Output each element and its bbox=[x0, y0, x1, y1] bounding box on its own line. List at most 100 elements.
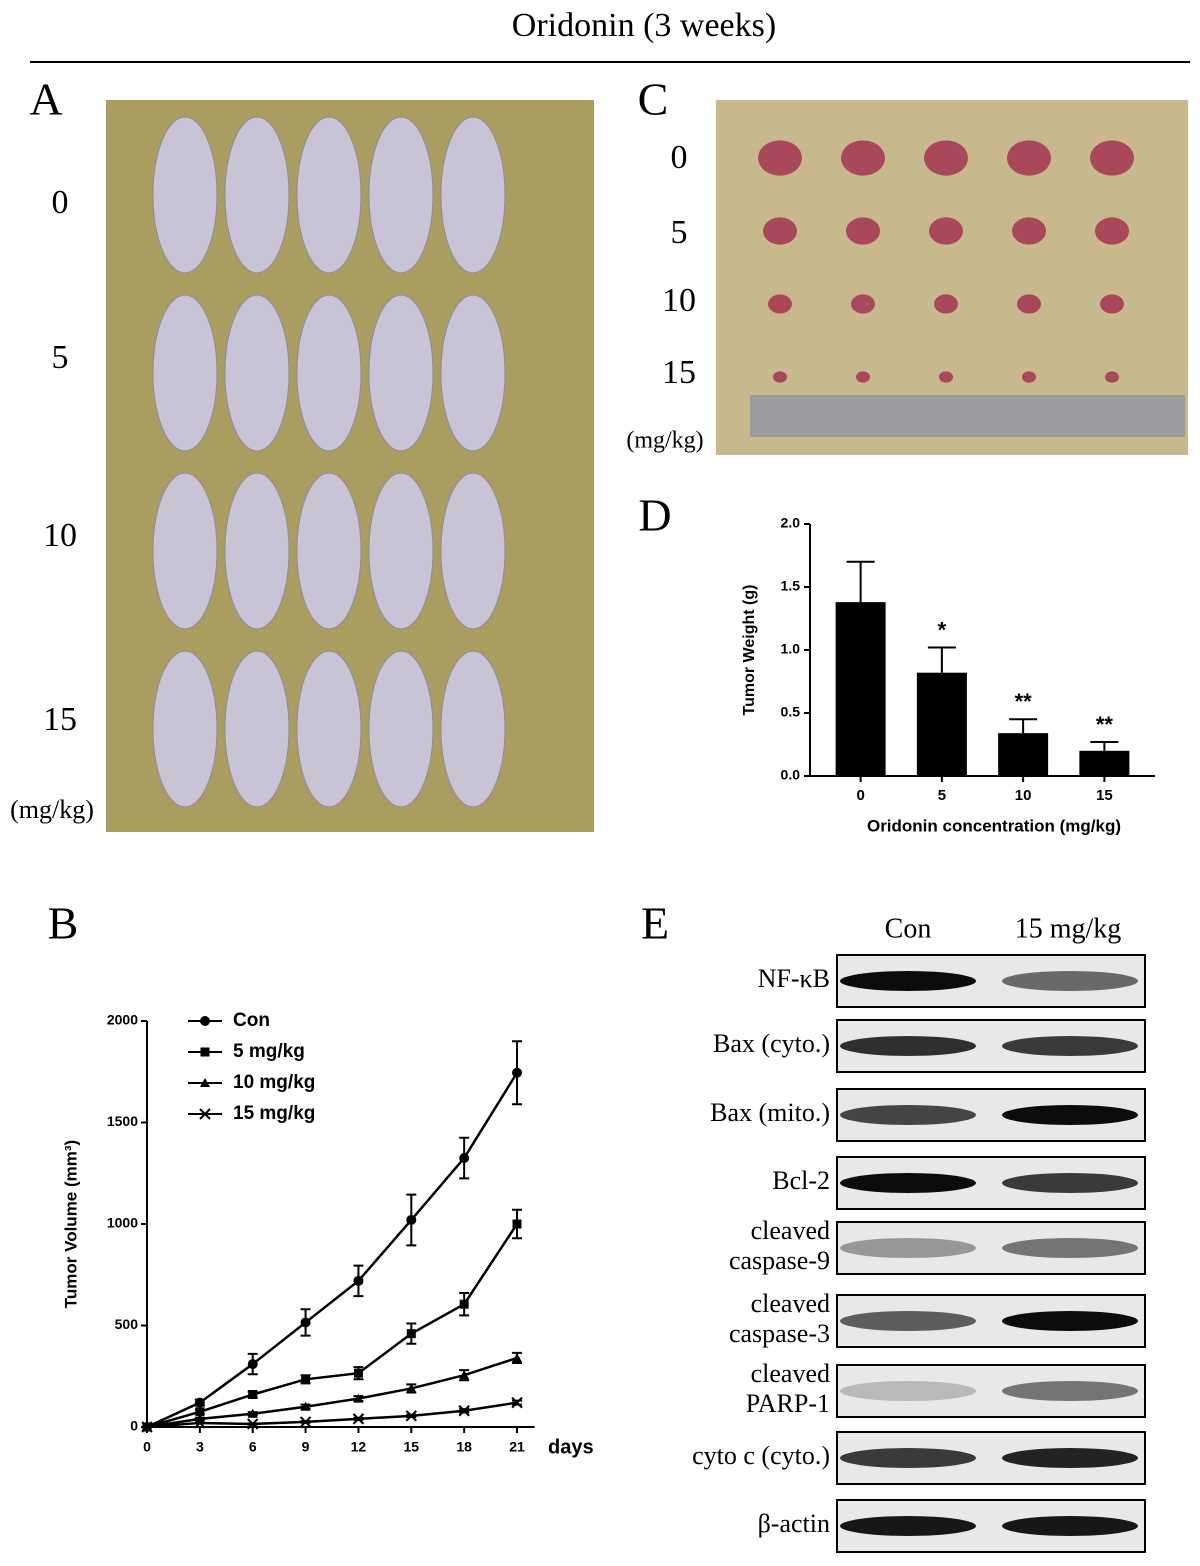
y-tick-label: 1.0 bbox=[781, 641, 801, 657]
point bbox=[353, 1275, 364, 1286]
blot-band bbox=[840, 1036, 976, 1056]
mouse bbox=[152, 116, 218, 274]
tumor bbox=[851, 294, 875, 314]
significance-label: ** bbox=[1015, 689, 1033, 714]
point bbox=[247, 1418, 259, 1430]
y-axis-label: Tumor Weight (g) bbox=[741, 585, 758, 716]
tumor bbox=[841, 140, 885, 176]
mouse bbox=[296, 472, 362, 630]
x-tick-label: 5 bbox=[938, 787, 946, 804]
mouse bbox=[440, 116, 506, 274]
panel-label: C bbox=[638, 74, 669, 125]
tumor bbox=[929, 217, 963, 245]
mice-group bbox=[152, 116, 506, 808]
row-label: PARP-1 bbox=[746, 1389, 830, 1418]
point bbox=[299, 1416, 312, 1428]
x-tick-label: 18 bbox=[456, 1439, 472, 1455]
mouse bbox=[224, 116, 290, 274]
tumor bbox=[1012, 217, 1046, 245]
row-label: caspase-3 bbox=[729, 1319, 830, 1348]
tumor bbox=[1105, 371, 1119, 383]
x-tick-label: 15 bbox=[1096, 787, 1113, 804]
series-line bbox=[146, 1223, 519, 1429]
x-tick-label: 10 bbox=[1015, 787, 1032, 804]
tumor bbox=[1007, 140, 1051, 176]
x-tick-label: 3 bbox=[196, 1439, 204, 1455]
blot-band bbox=[840, 1238, 976, 1258]
mouse bbox=[440, 650, 506, 808]
panel-label: D bbox=[638, 490, 671, 541]
point bbox=[247, 1408, 258, 1418]
bar bbox=[916, 672, 967, 776]
tumor bbox=[856, 371, 870, 383]
point bbox=[247, 1359, 258, 1370]
tumor bbox=[768, 294, 792, 314]
panel-label: B bbox=[48, 898, 79, 949]
point bbox=[141, 1421, 153, 1433]
mouse bbox=[296, 116, 362, 274]
legend-label: 5 mg/kg bbox=[233, 1041, 305, 1062]
x-axis-label: days bbox=[548, 1436, 594, 1458]
legend-marker bbox=[199, 1108, 211, 1120]
point bbox=[195, 1407, 205, 1417]
mouse bbox=[224, 650, 290, 808]
mouse bbox=[368, 650, 434, 808]
blot-band bbox=[840, 1105, 976, 1125]
figure-title: Oridonin (3 weeks) bbox=[512, 7, 776, 44]
error-bar bbox=[1009, 718, 1038, 734]
blot-band bbox=[1002, 1036, 1138, 1056]
row-label: β-actin bbox=[758, 1509, 830, 1538]
blot-band bbox=[1002, 1105, 1138, 1125]
ruler bbox=[750, 395, 1185, 437]
row-label: cleaved bbox=[751, 1359, 830, 1388]
row-label: 5 bbox=[671, 214, 688, 251]
bar bbox=[998, 733, 1049, 776]
row-label: 0 bbox=[671, 139, 688, 176]
tumor bbox=[758, 140, 802, 176]
row-label: cyto c (cyto.) bbox=[692, 1441, 830, 1470]
point bbox=[406, 1329, 416, 1339]
y-tick-label: 0 bbox=[130, 1418, 138, 1434]
point bbox=[459, 1153, 470, 1164]
point bbox=[405, 1410, 418, 1422]
tumor bbox=[1095, 217, 1129, 245]
blot-band bbox=[840, 1516, 976, 1536]
legend-label: Con bbox=[233, 1010, 270, 1031]
row-label: 0 bbox=[52, 184, 69, 221]
legend-marker bbox=[200, 1016, 210, 1026]
point bbox=[512, 1067, 523, 1078]
point bbox=[352, 1413, 365, 1425]
unit-label: (mg/kg) bbox=[10, 795, 94, 824]
significance-label: ** bbox=[1096, 712, 1114, 737]
panel-label: E bbox=[641, 898, 669, 949]
point bbox=[512, 1219, 522, 1229]
point bbox=[406, 1383, 417, 1393]
y-tick-label: 2.0 bbox=[781, 515, 801, 531]
x-tick-label: 0 bbox=[143, 1439, 151, 1455]
row-label: 10 bbox=[662, 282, 696, 319]
row-label: cleaved bbox=[751, 1289, 830, 1318]
mouse bbox=[224, 472, 290, 630]
series-line bbox=[146, 1401, 518, 1429]
blot-band bbox=[1002, 1311, 1138, 1331]
point bbox=[459, 1370, 470, 1380]
y-tick-label: 2000 bbox=[107, 1012, 138, 1028]
tumor bbox=[924, 140, 968, 176]
significance-label: * bbox=[938, 617, 947, 642]
legend-marker bbox=[200, 1047, 210, 1057]
mouse bbox=[440, 472, 506, 630]
row-label: 15 bbox=[43, 701, 77, 738]
point bbox=[300, 1401, 311, 1411]
row-label: 15 bbox=[662, 354, 696, 391]
blot-band bbox=[840, 1448, 976, 1468]
series-line bbox=[146, 1356, 518, 1429]
column-label: 15 mg/kg bbox=[1015, 913, 1122, 944]
point bbox=[353, 1393, 364, 1403]
point bbox=[511, 1396, 523, 1409]
point bbox=[353, 1368, 363, 1378]
bar bbox=[1079, 750, 1130, 776]
point bbox=[459, 1299, 469, 1309]
legend-marker bbox=[200, 1078, 210, 1087]
bar bbox=[835, 602, 886, 776]
point bbox=[301, 1374, 311, 1384]
